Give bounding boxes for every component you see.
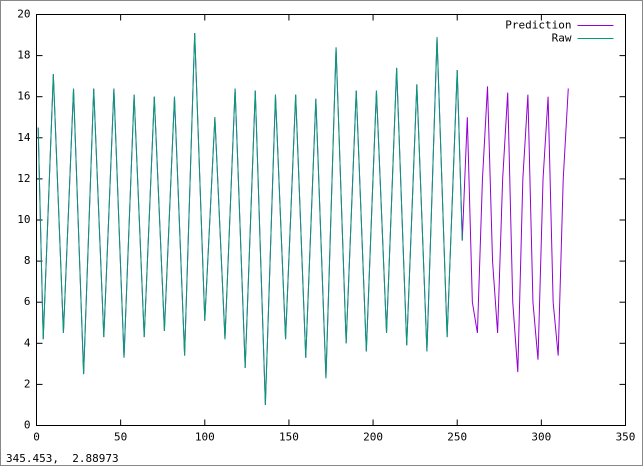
legend-label: Raw bbox=[552, 32, 572, 45]
x-tick-label: 250 bbox=[447, 431, 467, 444]
y-tick-label: 14 bbox=[17, 131, 31, 144]
status-text: 345.453, 2.88973 bbox=[6, 452, 119, 465]
y-tick-label: 8 bbox=[24, 254, 31, 267]
legend-label: Prediction bbox=[505, 19, 571, 32]
y-tick-label: 16 bbox=[17, 90, 30, 103]
x-tick-label: 300 bbox=[531, 431, 551, 444]
y-tick-label: 6 bbox=[24, 295, 31, 308]
x-tick-label: 150 bbox=[279, 431, 299, 444]
y-tick-label: 4 bbox=[24, 336, 31, 349]
x-tick-label: 100 bbox=[195, 431, 215, 444]
x-tick-label: 0 bbox=[33, 431, 40, 444]
y-tick-label: 2 bbox=[24, 377, 31, 390]
x-tick-label: 50 bbox=[114, 431, 127, 444]
y-tick-label: 12 bbox=[17, 172, 30, 185]
series-line bbox=[37, 32, 463, 405]
x-tick-label: 200 bbox=[363, 431, 383, 444]
y-tick-label: 18 bbox=[17, 49, 30, 62]
y-tick-label: 20 bbox=[17, 8, 30, 21]
y-tick-label: 10 bbox=[17, 213, 30, 226]
y-tick-label: 0 bbox=[24, 419, 31, 432]
x-tick-label: 350 bbox=[616, 431, 636, 444]
